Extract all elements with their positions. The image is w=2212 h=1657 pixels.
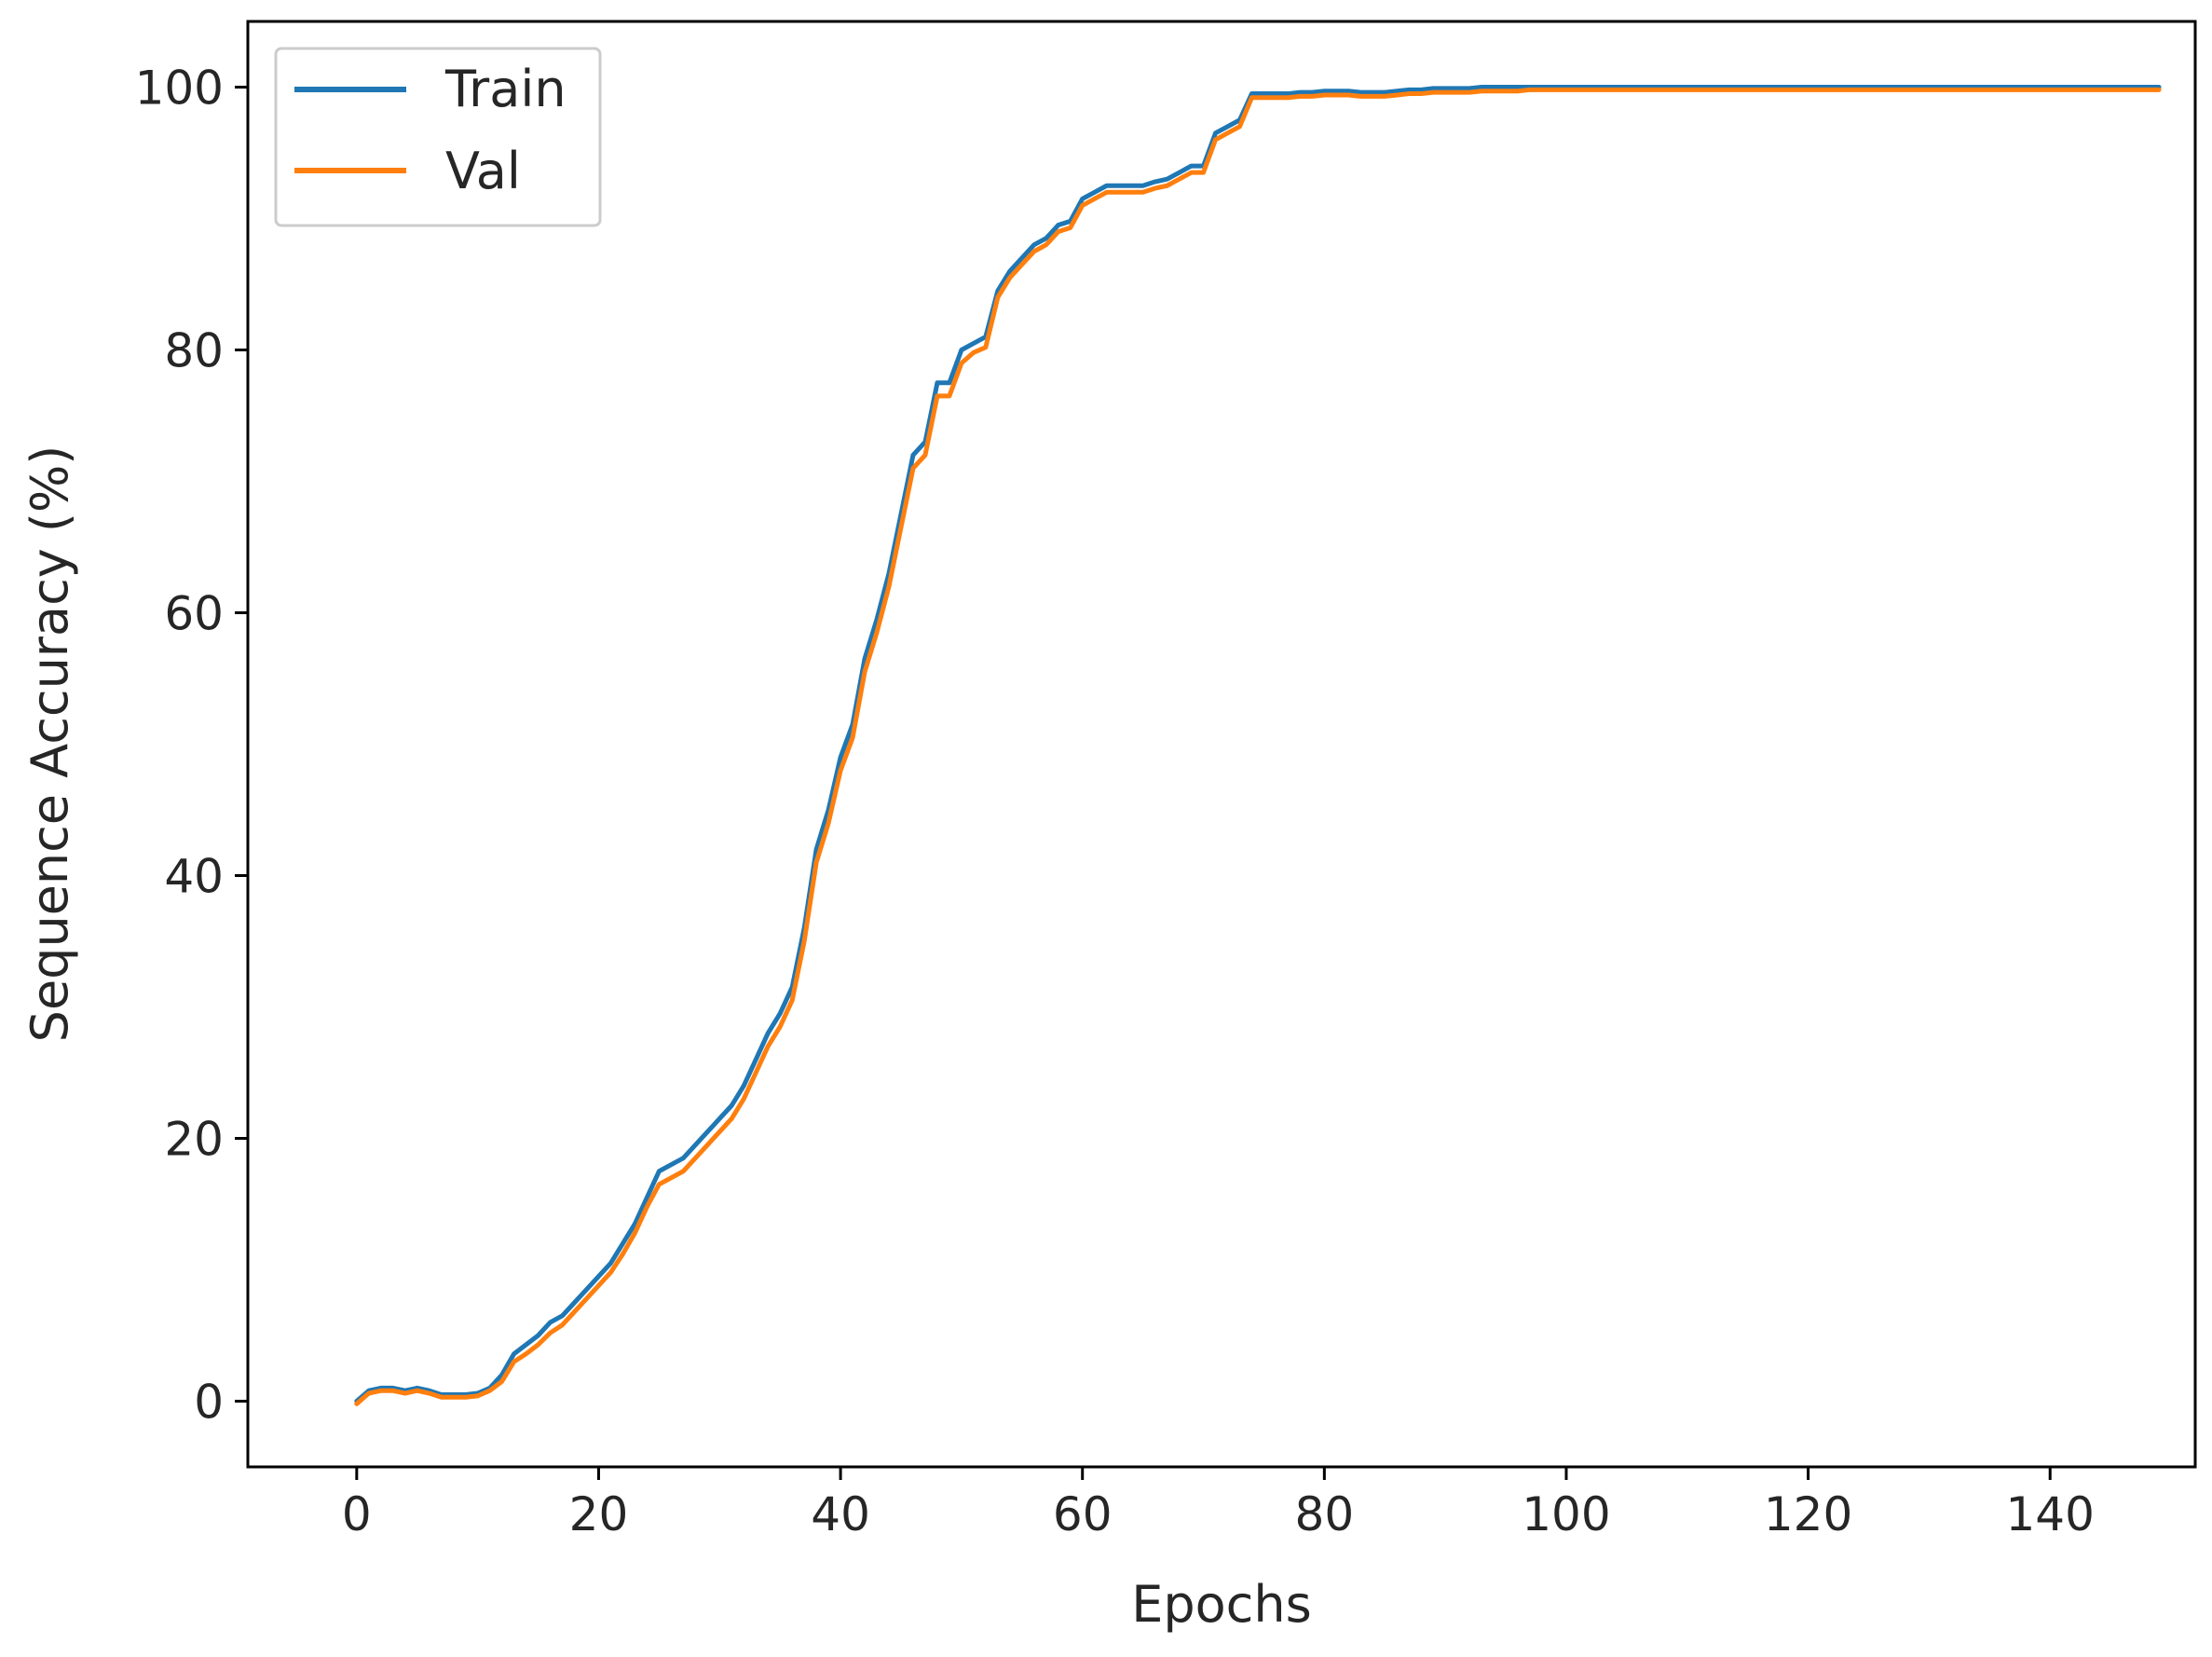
x-tick-label: 40: [811, 1487, 870, 1541]
y-tick-label: 80: [164, 324, 224, 378]
y-axis-label: Sequence Accuracy (%): [20, 445, 79, 1043]
y-tick-label: 0: [194, 1376, 224, 1430]
x-tick-label: 100: [1522, 1487, 1610, 1541]
series-line-train: [354, 85, 2162, 1404]
y-tick-label: 20: [164, 1113, 224, 1167]
y-tick-label: 100: [135, 62, 224, 116]
x-axis: 0 20 40 60 80 100 120 140: [342, 1467, 2095, 1541]
legend: Train Val: [274, 47, 602, 227]
series-line-val: [354, 87, 2162, 1406]
x-tick-label: 20: [569, 1487, 629, 1541]
legend-train-label: Train: [444, 60, 567, 118]
y-tick-label: 60: [164, 587, 224, 641]
x-tick-label: 140: [2006, 1487, 2095, 1541]
y-tick-label: 40: [164, 850, 224, 904]
x-tick-label: 120: [1764, 1487, 1852, 1541]
plot-lines: [354, 85, 2162, 1406]
x-tick-label: 80: [1295, 1487, 1355, 1541]
x-axis-label: Epochs: [1131, 1575, 1311, 1634]
plot-frame: [246, 20, 2197, 1469]
legend-box: [274, 47, 602, 227]
x-tick-label: 60: [1053, 1487, 1113, 1541]
x-tick-label: 0: [342, 1487, 372, 1541]
legend-val-label: Val: [445, 142, 521, 200]
y-axis: 0 20 40 60 80 100: [135, 62, 248, 1430]
